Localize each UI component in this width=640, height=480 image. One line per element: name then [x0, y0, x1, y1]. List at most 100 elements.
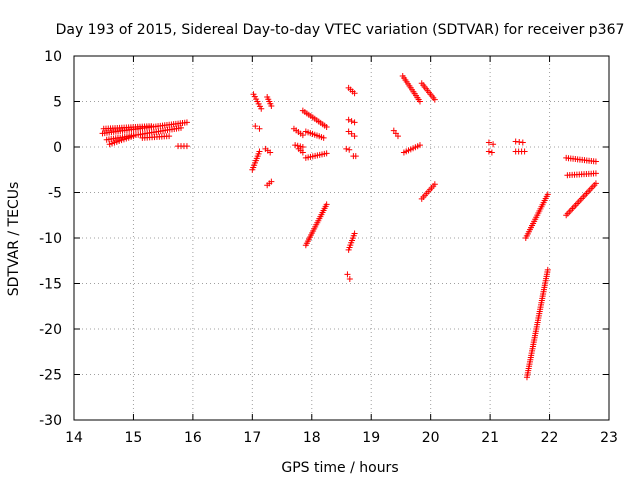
- data-point: [323, 150, 330, 157]
- data-point: [299, 144, 306, 150]
- data-track: [418, 181, 438, 202]
- x-tick-label: 21: [481, 430, 499, 446]
- data-track: [344, 271, 353, 282]
- data-track: [175, 143, 190, 150]
- data-track: [400, 142, 423, 156]
- data-track: [350, 153, 359, 160]
- data-point: [183, 143, 190, 150]
- data-track: [345, 230, 358, 253]
- data-point: [352, 153, 359, 160]
- data-track: [250, 91, 265, 112]
- data-point: [268, 103, 275, 110]
- data-point: [346, 275, 353, 282]
- data-point: [294, 142, 301, 149]
- data-point: [416, 98, 423, 105]
- data-point: [256, 148, 263, 155]
- data-track: [512, 148, 528, 155]
- data-track: [345, 84, 358, 97]
- data-track: [563, 154, 599, 165]
- data-point: [351, 119, 358, 126]
- data-point: [485, 139, 492, 146]
- data-track: [345, 128, 358, 140]
- data-point: [292, 142, 299, 149]
- data-point: [345, 116, 352, 123]
- data-track: [522, 191, 551, 241]
- data-point: [544, 191, 551, 198]
- y-tick-label: -15: [39, 277, 62, 293]
- y-axis-label: SDTVAR / TECUs: [6, 182, 22, 297]
- data-point: [488, 149, 495, 156]
- data-point: [323, 123, 330, 130]
- data-track: [485, 139, 497, 148]
- data-point: [323, 201, 330, 208]
- data-point: [544, 266, 551, 273]
- data-track: [563, 180, 599, 219]
- data-track: [564, 170, 599, 179]
- data-track: [290, 125, 306, 139]
- data-track: [390, 127, 401, 140]
- data-track: [100, 123, 155, 132]
- chart-title: Day 193 of 2015, Sidereal Day-to-day VTE…: [56, 22, 625, 38]
- data-point: [166, 133, 173, 140]
- data-point: [592, 180, 599, 187]
- data-point: [267, 149, 274, 156]
- data-point: [592, 158, 599, 165]
- x-tick-label: 15: [125, 430, 143, 446]
- y-tick-label: -20: [39, 322, 62, 338]
- data-track: [262, 145, 274, 156]
- x-tick-label: 18: [303, 430, 321, 446]
- data-point: [431, 181, 438, 188]
- data-point: [252, 123, 259, 130]
- data-track: [139, 133, 173, 141]
- data-point: [485, 148, 492, 155]
- data-point: [519, 139, 526, 146]
- x-tick-label: 23: [600, 430, 618, 446]
- data-track: [302, 150, 330, 161]
- data-point: [178, 124, 184, 131]
- x-tick-label: 19: [362, 430, 380, 446]
- y-tick-label: -25: [39, 368, 62, 384]
- data-track: [295, 145, 306, 156]
- data-point: [346, 146, 353, 153]
- x-axis-label: GPS time / hours: [281, 460, 398, 476]
- data-track: [249, 148, 263, 173]
- y-tick-label: 10: [44, 49, 62, 65]
- data-point: [183, 119, 190, 126]
- data-point: [268, 178, 275, 185]
- data-point: [431, 96, 438, 103]
- data-point: [394, 133, 401, 140]
- data-track: [302, 128, 327, 141]
- x-tick-label: 17: [243, 430, 261, 446]
- data-point: [148, 123, 155, 130]
- y-tick-label: -5: [48, 186, 62, 202]
- data-point: [351, 230, 358, 237]
- data-point: [344, 271, 351, 278]
- data-track: [512, 138, 526, 146]
- grid-lines: [74, 56, 609, 420]
- data-track: [302, 201, 330, 249]
- data-point: [130, 133, 137, 140]
- data-point: [256, 125, 263, 132]
- x-tick-label: 20: [422, 430, 440, 446]
- data-track: [299, 107, 330, 130]
- y-tick-label: 5: [53, 95, 62, 111]
- data-point: [320, 134, 327, 141]
- data-point: [351, 133, 358, 140]
- data-track: [264, 178, 275, 189]
- data-track: [485, 148, 495, 156]
- y-tick-label: -30: [39, 413, 62, 429]
- data-track: [252, 123, 263, 132]
- data-track: [345, 116, 358, 126]
- data-points: [99, 73, 599, 381]
- x-tick-label: 16: [184, 430, 202, 446]
- data-point: [592, 170, 599, 177]
- data-point: [521, 148, 528, 155]
- data-point: [299, 132, 306, 139]
- data-point: [299, 149, 306, 156]
- data-track: [418, 80, 438, 103]
- data-point: [343, 145, 350, 152]
- data-point: [351, 90, 358, 97]
- data-point: [416, 142, 423, 149]
- data-point: [490, 141, 497, 148]
